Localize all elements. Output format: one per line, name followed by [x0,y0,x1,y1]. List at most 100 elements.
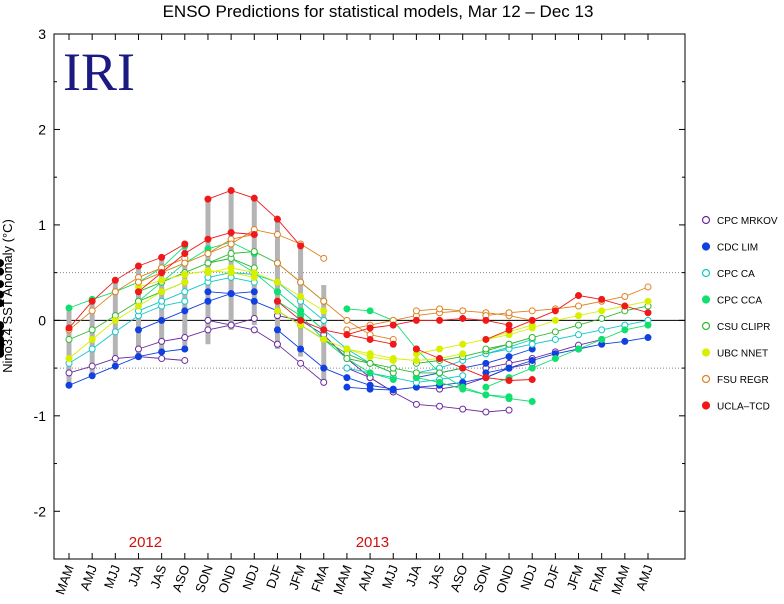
series-line [346,358,463,374]
data-point [297,316,305,324]
series-line [485,319,649,355]
legend-marker [701,295,711,304]
y-tick-label: 0 [38,312,46,328]
x-tick-label: JFM [286,563,309,592]
series-line [138,241,255,302]
data-point [575,302,583,310]
data-point [505,364,513,372]
legend-marker [701,374,711,384]
data-point [181,250,189,258]
data-point [273,307,281,315]
series-line [346,367,510,413]
x-tick-label: JAS [147,563,169,591]
legend-label: FSU REGR [717,375,769,386]
series-line [68,257,185,331]
observed-point [0,290,4,299]
x-tick-label: DJF [541,563,563,591]
data-point [320,316,328,324]
iri-logo: IRI [63,42,135,102]
data-point [436,345,444,353]
data-point [505,340,513,348]
data-point [65,355,73,363]
data-point [459,385,467,393]
data-point [598,314,606,322]
legend-marker [701,401,711,410]
data-point [621,326,629,334]
chart-title: ENSO Predictions for statistical models,… [163,2,594,21]
data-point [204,316,212,324]
data-point [181,334,189,342]
data-point [436,305,444,313]
data-point [273,230,281,238]
data-point [88,297,96,305]
x-tick-label: FMA [586,563,610,594]
data-point [412,400,420,408]
data-point [65,335,73,343]
data-point [65,381,73,389]
data-point [436,355,444,363]
data-point [88,335,96,343]
data-point [551,328,559,336]
y-tick-label: 2 [38,121,46,137]
series-line [277,300,394,380]
data-point [111,328,119,336]
data-point [644,321,652,329]
x-tick-label: OND [493,563,517,595]
data-point [297,359,305,367]
data-point [297,278,305,286]
data-point [505,309,513,317]
data-point [528,324,536,332]
data-point [134,288,142,296]
series-line [138,270,255,288]
data-point [366,324,374,332]
data-point [158,288,166,296]
legend-marker [701,321,711,331]
data-point [158,355,166,363]
observed-point [0,280,4,289]
data-point [181,288,189,296]
data-point [181,356,189,364]
x-tick-label: MJJ [379,563,401,591]
series-ucla-tcd [65,187,652,384]
series-line [68,356,185,374]
data-point [598,326,606,334]
data-point [343,345,351,353]
data-point [482,408,490,416]
series-line [346,318,510,336]
x-tick-label: JJA [125,563,147,589]
y-tick-label: 3 [38,26,46,42]
data-point [412,345,420,353]
x-tick-label: ASO [169,563,192,594]
data-point [88,307,96,315]
data-point [343,374,351,382]
x-tick-label: AMJ [355,563,378,593]
series-line [485,305,649,350]
data-point [459,364,467,372]
data-point [598,307,606,315]
data-point [436,402,444,410]
data-point [389,355,397,363]
observed-point [0,259,4,268]
data-point [621,337,629,345]
data-point [204,250,212,258]
series-line [138,257,255,293]
data-point [366,359,374,367]
data-point [528,376,536,384]
data-point [389,364,397,372]
year-labels: 2012 2013 [129,534,389,551]
x-tick-label: FMA [308,563,332,594]
legend-label: UCLA–TCD [717,402,770,413]
data-point [111,276,119,284]
series-line [485,295,649,340]
series-line [346,367,510,391]
series-line [138,291,255,331]
data-point [366,335,374,343]
data-point [505,353,513,361]
series-line [138,276,255,312]
data-point [436,378,444,386]
data-point [181,259,189,267]
data-point [204,288,212,296]
data-point [250,288,258,296]
data-point [575,345,583,353]
data-point [227,187,235,195]
